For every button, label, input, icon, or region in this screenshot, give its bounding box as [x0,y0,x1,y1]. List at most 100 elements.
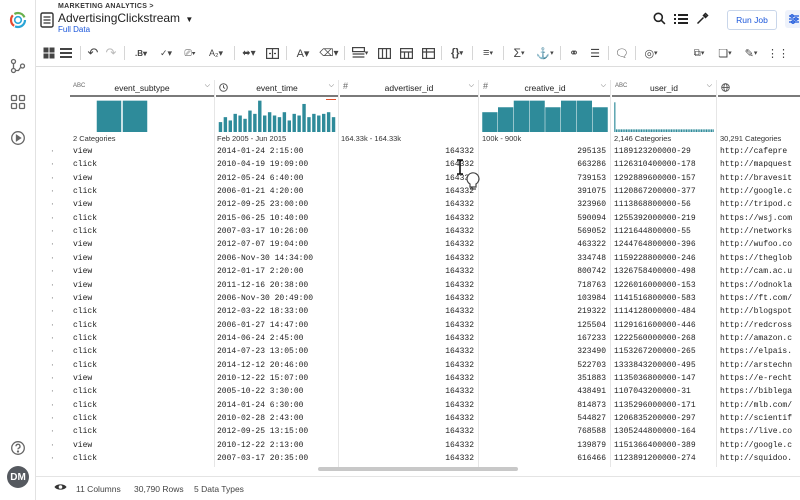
eyedropper-icon[interactable] [696,12,709,30]
table-cell[interactable]: 351883 [577,373,606,383]
table-cell[interactable]: 1159228800000-246 [614,253,696,263]
histogram-bar[interactable] [258,100,262,132]
column-header-event-time[interactable]: event_time ⌵ [216,80,338,97]
table-cell[interactable]: view [73,240,93,250]
table-cell[interactable]: 2007-03-17 10:26:00 [217,227,309,237]
aggregate-sigma-icon[interactable]: Σ ▾ [513,46,525,60]
histogram-bar[interactable] [302,103,306,132]
histogram-bar[interactable] [700,129,703,132]
sample-link[interactable]: Full Data [58,25,91,34]
table-cell[interactable]: 164332 [445,227,474,237]
histogram-bar[interactable] [709,129,711,132]
table-cell[interactable]: http://cafepre [720,147,788,156]
histogram-bar[interactable] [620,129,623,132]
table-cell[interactable]: 1120867200000-377 [614,187,696,197]
table-row[interactable]: · click 2015-06-25 10:40:00 164332 590094 125… [36,213,800,226]
table-cell[interactable]: 164332 [445,253,474,263]
column-header-user-id[interactable]: ABC user_id ⌵ [612,80,716,97]
table-cell[interactable]: 2012-09-25 23:00:00 [217,200,309,210]
table-cell[interactable]: 1244764800000-396 [614,240,696,250]
table-cell[interactable]: click [73,427,98,437]
table-cell[interactable]: click [73,187,98,197]
histogram-bar[interactable] [679,129,681,132]
data-type-count[interactable]: 5 Data Types [194,484,244,494]
integer-type-icon[interactable]: # [483,81,489,91]
table-cell[interactable]: 522703 [577,360,606,370]
table-cell[interactable]: click [73,360,98,370]
histogram-bar[interactable] [647,129,649,132]
table-row[interactable]: · view 2006-Nov-30 20:49:00 164332 103984 114… [36,293,800,306]
table-cell[interactable]: view [73,147,93,156]
table-cell[interactable]: 2007-03-17 20:35:00 [217,454,309,464]
table-cell[interactable]: click [73,213,98,223]
chevron-down-icon[interactable]: ⌵ [706,82,712,89]
table-cell[interactable]: 2010-12-22 15:07:00 [217,373,309,383]
table-cell[interactable]: 2011-12-16 20:38:00 [217,280,309,290]
column-header-creative-id[interactable]: # creative_id ⌵ [480,80,610,97]
pivot-icon[interactable] [419,44,437,62]
histogram-bar[interactable] [317,115,321,133]
histogram-bar[interactable] [669,129,671,132]
histogram-bar[interactable] [629,129,631,132]
table-cell[interactable]: click [73,333,98,343]
table-row[interactable]: · click 2014-12-12 20:46:00 164332 522703 133… [36,360,800,373]
table-cell[interactable]: 438491 [577,387,606,397]
table-row[interactable]: · click 2006-01-21 4:20:00 164332 391075 1120… [36,186,800,199]
histogram-bar[interactable] [326,112,331,132]
table-cell[interactable]: 1153267200000-265 [614,347,696,357]
histogram-bar[interactable] [561,100,577,132]
histogram-bar[interactable] [632,129,634,132]
histogram-bar[interactable] [655,129,658,132]
histogram-bar[interactable] [233,113,237,132]
table-cell[interactable]: 2015-06-25 10:40:00 [217,213,309,223]
table-cell[interactable]: 1126310400000-178 [614,160,696,170]
table-row[interactable]: · click 2014-07-23 13:05:00 164332 323490 115… [36,346,800,359]
target-icon[interactable]: ◎ ▾ [644,47,658,60]
table-cell[interactable]: 164332 [445,427,474,437]
histogram-bar[interactable] [529,100,545,132]
table-cell[interactable]: view [73,267,93,277]
table-cell[interactable]: 295135 [577,147,606,156]
page-title[interactable]: AdvertisingClickstream ▼ [58,11,193,25]
table-cell[interactable]: 2010-04-19 19:09:00 [217,160,309,170]
histogram-bar[interactable] [639,129,641,132]
table-cell[interactable]: http://google.c [720,187,793,197]
table-cell[interactable]: 164332 [445,280,474,290]
table-cell[interactable]: 164332 [445,414,474,423]
table-cell[interactable]: 2014-01-24 2:15:00 [217,147,304,156]
unnest-icon[interactable] [397,44,415,62]
table-cell[interactable]: 1151366400000-389 [614,440,696,450]
row-count[interactable]: 30,790 Rows [134,484,184,494]
table-cell[interactable]: click [73,454,98,464]
chevron-down-icon[interactable]: ▼ [185,15,194,24]
histogram-bar[interactable] [702,129,704,132]
table-row[interactable]: · view 2012-01-17 2:20:00 164332 800742 13267… [36,266,800,279]
histogram-bar[interactable] [694,129,696,132]
table-cell[interactable]: 164332 [445,387,474,397]
table-row[interactable]: · view 2014-01-24 2:15:00 164332 295135 11891… [36,146,800,159]
table-row[interactable]: · click 2006-01-27 14:47:00 164332 125504 112… [36,320,800,333]
table-row[interactable]: · view 2012-07-07 19:04:00 164332 463322 1244… [36,239,800,252]
table-cell[interactable]: http://tripod.c [720,200,793,210]
insert-column-icon[interactable]: ▾ [349,44,371,62]
table-cell[interactable]: click [73,307,98,317]
histogram-bar[interactable] [689,129,691,132]
histogram-bar[interactable] [664,129,666,132]
table-cell[interactable]: http://mapquest [720,160,793,170]
jobs-play-icon[interactable] [8,128,28,148]
table-cell[interactable]: 219322 [577,307,606,317]
column-header-url[interactable] [718,80,800,97]
histogram-bar[interactable] [695,129,698,132]
table-cell[interactable]: http://squidoo. [720,454,793,464]
table-cell[interactable]: http://cam.ac.u [720,267,793,277]
histogram-bar[interactable] [665,129,668,132]
chevron-down-icon[interactable]: ⌵ [328,82,334,89]
chevron-down-icon[interactable]: ⌵ [468,82,474,89]
view-options-icon[interactable]: ⋮⋮ [767,47,789,60]
table-cell[interactable]: 2006-Nov-30 14:34:00 [217,253,314,263]
histogram-bar[interactable] [672,129,674,132]
table-cell[interactable]: 164332 [445,173,474,183]
histogram-bar[interactable] [659,129,661,132]
table-cell[interactable]: click [73,227,98,237]
table-cell[interactable]: 164332 [445,240,474,250]
